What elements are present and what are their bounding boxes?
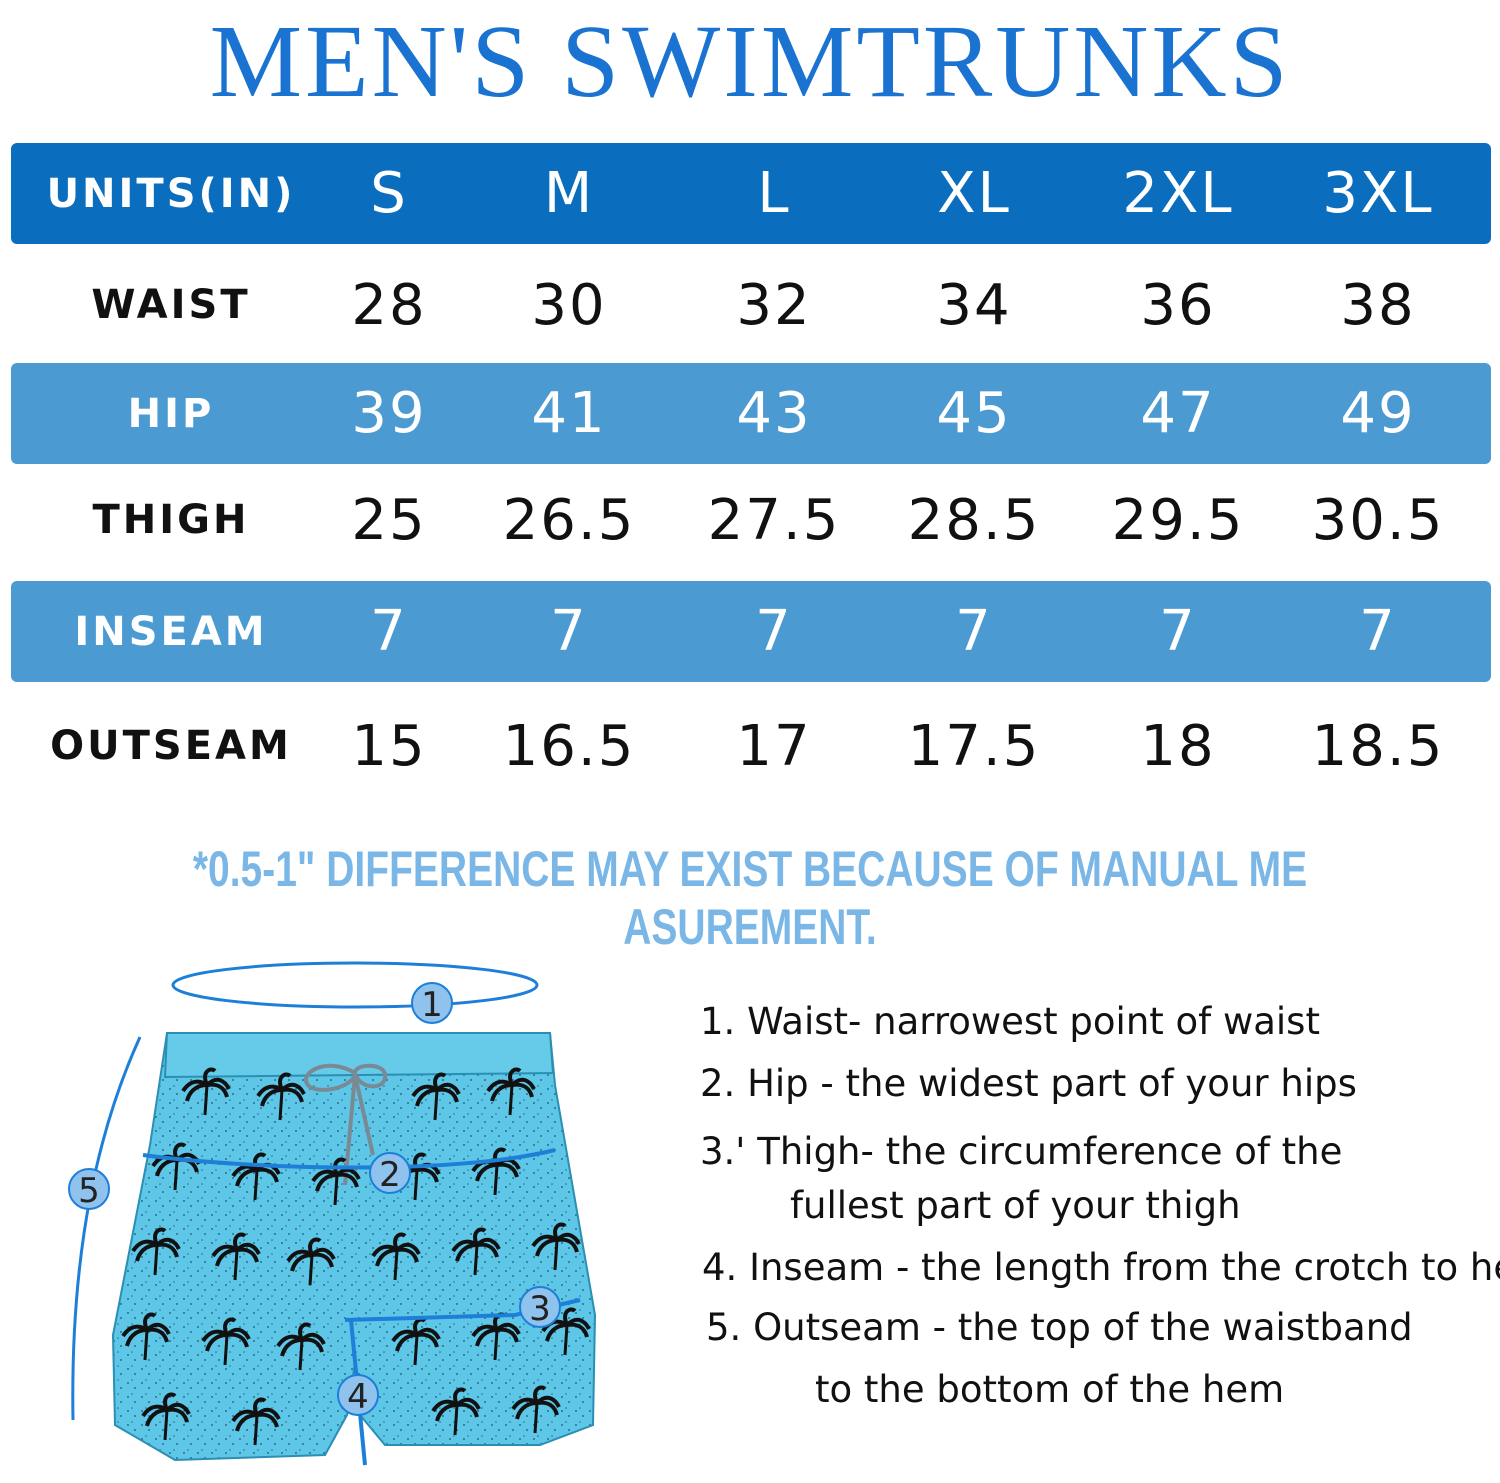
size-header-m: M [543,161,595,226]
table-cell: 7 [955,599,993,664]
table-cell: 7 [550,599,588,664]
table-cell: 18 [1140,713,1216,779]
row-label-thigh: THIGH [92,497,250,543]
svg-text:2: 2 [379,1155,401,1195]
table-cell: 38 [1340,272,1416,338]
table-row-inseam: INSEAM 7 7 7 7 7 7 [11,581,1491,682]
svg-text:1: 1 [421,985,443,1025]
svg-text:5: 5 [78,1171,100,1211]
table-cell: 7 [755,599,793,664]
units-header: UNITS(IN) [46,170,296,217]
table-cell: 15 [351,713,427,779]
measurement-note: *0.5-1" DIFFERENCE MAY EXIST BECAUSE OF … [192,841,1308,955]
table-cell: 43 [736,381,812,446]
marker-5: 5 [68,1168,110,1211]
guide-line-outseam-cont: to the bottom of the hem [815,1368,1285,1411]
table-cell: 7 [1159,599,1197,664]
table-row-waist: WAIST 28 30 32 34 36 38 [11,255,1491,355]
table-cell: 16.5 [502,713,636,779]
table-cell: 47 [1140,381,1216,446]
table-row-thigh: THIGH 25 26.5 27.5 28.5 29.5 30.5 [11,469,1491,571]
table-cell: 49 [1340,381,1416,446]
table-cell: 17 [736,713,812,779]
size-header-3xl: 3XL [1322,161,1434,226]
svg-text:3: 3 [529,1289,551,1329]
page-title: MEN'S SWIMTRUNKS [209,4,1291,119]
table-cell: 18.5 [1311,713,1445,779]
row-label-hip: HIP [127,390,215,437]
guide-line-thigh-cont: fullest part of your thigh [790,1184,1241,1227]
marker-1: 1 [411,982,453,1025]
size-header-l: L [757,161,791,226]
guide-line-inseam: 4. Inseam - the length from the crotch t… [702,1246,1500,1289]
marker-2: 2 [369,1152,411,1195]
table-row-outseam: OUTSEAM 15 16.5 17 17.5 18 18.5 [11,695,1491,797]
table-cell: 29.5 [1111,487,1245,553]
table-cell: 34 [936,272,1012,338]
table-cell: 17.5 [907,713,1041,779]
row-label-waist: WAIST [91,282,251,328]
svg-text:4: 4 [347,1377,369,1417]
table-cell: 30.5 [1311,487,1445,553]
table-cell: 7 [370,599,408,664]
table-cell: 32 [736,272,812,338]
size-header-s: S [370,161,408,226]
table-cell: 28 [351,272,427,338]
size-header-2xl: 2XL [1122,161,1234,226]
table-cell: 7 [1359,599,1397,664]
guide-line-thigh: 3.' Thigh- the circumference of the [700,1130,1343,1173]
size-header-xl: XL [937,161,1011,226]
guide-line-waist: 1. Waist- narrowest point of waist [700,1000,1320,1043]
row-label-inseam: INSEAM [74,608,268,655]
table-cell: 26.5 [502,487,636,553]
drawstring [304,1063,387,1092]
hip-measure-line [142,1148,556,1170]
guide-line-outseam: 5. Outseam - the top of the waistband [706,1306,1413,1349]
table-cell: 41 [531,381,607,446]
table-cell: 25 [351,487,427,553]
table-header-row: UNITS(IN) S M L XL 2XL 3XL [11,143,1491,244]
waistband [163,1032,555,1079]
table-cell: 36 [1140,272,1216,338]
table-cell: 27.5 [707,487,841,553]
table-row-hip: HIP 39 41 43 45 47 49 [11,363,1491,464]
marker-4: 4 [337,1374,379,1417]
swim-shorts-illustration: 1 2 3 4 5 [55,945,615,1475]
guide-line-hip: 2. Hip - the widest part of your hips [700,1062,1357,1105]
row-label-outseam: OUTSEAM [50,723,292,769]
table-cell: 45 [936,381,1012,446]
marker-3: 3 [519,1286,561,1329]
waist-measure-ellipse [171,961,539,1009]
table-cell: 28.5 [907,487,1041,553]
table-cell: 30 [531,272,607,338]
table-cell: 39 [351,381,427,446]
